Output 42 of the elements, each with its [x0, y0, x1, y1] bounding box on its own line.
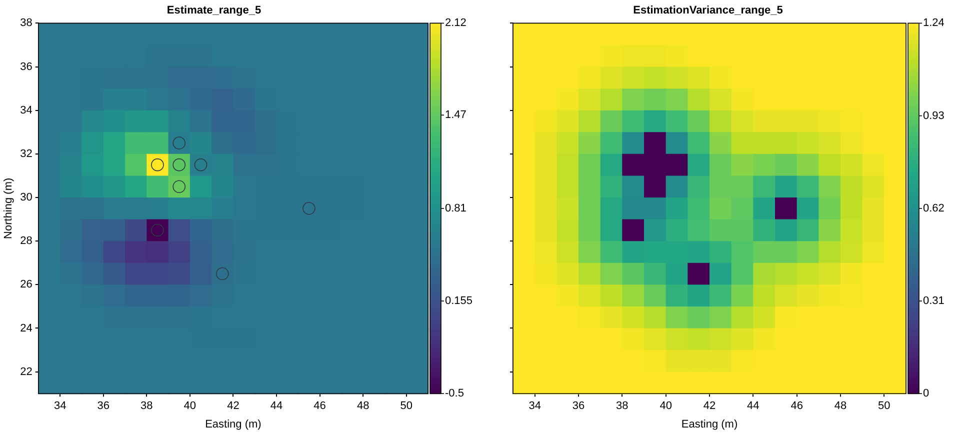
x-axis-title: Easting (m)	[681, 418, 738, 430]
y-tick-label: 28	[20, 235, 32, 248]
x-tick-label: 38	[616, 400, 628, 412]
color-bar-label: 0.155	[445, 295, 473, 308]
x-tick-label: 44	[747, 400, 760, 412]
x-tick-label: 48	[356, 400, 370, 412]
x-tick-label: 46	[790, 400, 803, 412]
y-tick-label: 36	[20, 60, 32, 73]
x-tick-label: 46	[314, 400, 326, 412]
chart-title: Estimate_range_5	[166, 4, 262, 17]
color-bar-label: 0.62	[923, 202, 944, 214]
color-bar-label: -0.5	[445, 388, 464, 400]
y-axis-title: Northing (m)	[2, 178, 15, 239]
x-tick-label: 34	[528, 400, 541, 412]
x-tick-label: 50	[400, 400, 412, 412]
color-bar-label: 0.93	[923, 110, 944, 122]
y-tick-label: 22	[20, 366, 32, 378]
chart-title: EstimationVariance_range_5	[633, 4, 783, 17]
x-tick-label: 48	[834, 400, 847, 412]
y-tick-label: 34	[20, 104, 32, 116]
x-tick-label: 42	[227, 400, 240, 412]
x-tick-label: 36	[97, 400, 110, 412]
x-tick-label: 38	[140, 400, 153, 412]
x-tick-label: 40	[184, 400, 196, 412]
y-tick-label: 26	[20, 278, 32, 291]
y-tick-label: 38	[20, 17, 32, 30]
color-bar-label: 1.24	[923, 17, 944, 30]
color-bar-label: 1.47	[445, 109, 466, 122]
x-tick-label: 50	[878, 400, 890, 412]
x-axis-title: Easting (m)	[205, 418, 262, 430]
color-bar-label: 0.31	[923, 295, 944, 308]
color-bar-label: 2.12	[445, 17, 466, 30]
y-tick-label: 32	[20, 148, 32, 160]
x-tick-label: 40	[660, 400, 672, 412]
x-tick-label: 36	[572, 400, 585, 412]
x-tick-label: 42	[703, 400, 716, 412]
color-bar-label: 0	[923, 388, 930, 400]
x-tick-label: 44	[270, 400, 283, 412]
y-tick-label: 24	[20, 322, 32, 334]
x-tick-label: 34	[54, 400, 66, 412]
color-bar-label: 0.81	[445, 202, 466, 214]
y-tick-label: 30	[20, 192, 32, 204]
